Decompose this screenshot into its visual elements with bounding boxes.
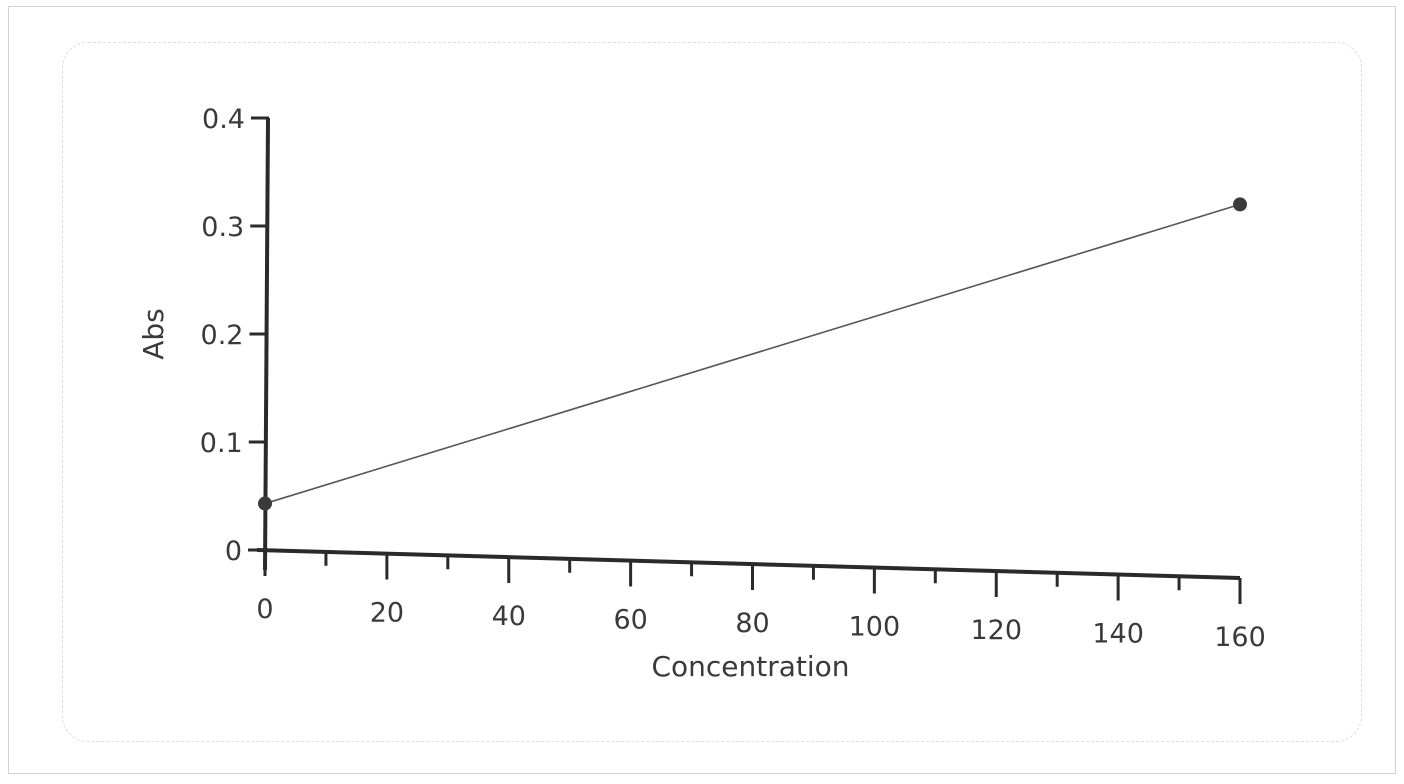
y-tick-label: 0.1 [200,428,243,459]
data-point [1233,197,1247,212]
x-tick-label: 40 [492,601,526,632]
x-tick-label: 120 [970,615,1022,646]
y-axis-line [263,117,270,571]
x-ticks: 0 20 40 60 80 100 120 140 160 [256,550,1266,653]
y-tick-label: 0.2 [201,320,244,351]
x-tick-label: 0 [256,594,273,625]
x-axis-line [256,548,1241,580]
data-point [258,496,272,511]
chart-panel [62,42,1362,742]
x-tick-label: 140 [1092,619,1144,650]
series-group [258,197,1247,511]
x-tick-label: 160 [1214,622,1266,653]
y-tick-label: 0.3 [201,212,244,243]
y-tick-label: 0 [225,536,242,567]
x-tick-label: 100 [849,612,901,643]
figure-frame [8,6,1396,774]
x-tick-label: 20 [370,598,404,629]
y-tick-label: 0.4 [202,104,245,135]
y-axis-title: Abs [137,308,170,360]
series-line [264,203,1241,505]
axes [256,117,1241,580]
y-ticks: 0 0.1 0.2 0.3 0.4 [200,104,269,567]
x-tick-label: 60 [613,605,647,636]
x-tick-label: 80 [735,608,769,639]
x-axis-title: Concentration [651,650,849,683]
